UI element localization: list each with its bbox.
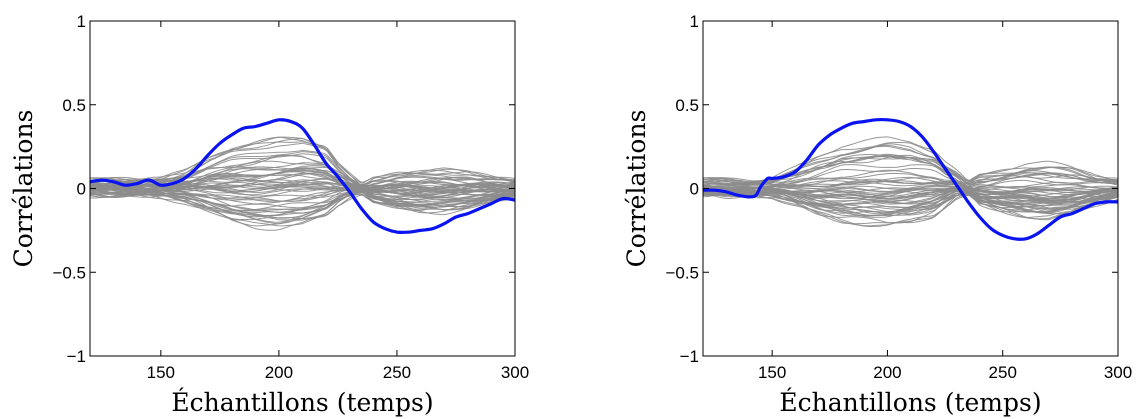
x-axis-label: Échantillons (temps) bbox=[779, 388, 1041, 417]
background-series-line bbox=[90, 166, 515, 189]
y-axis-label: Corrélations bbox=[622, 110, 651, 268]
x-tick-label: 250 bbox=[989, 363, 1017, 382]
background-series-line bbox=[90, 136, 515, 184]
background-series-line bbox=[90, 190, 515, 213]
background-series-line bbox=[703, 189, 1118, 210]
background-series-line bbox=[90, 191, 515, 231]
background-series-line bbox=[703, 189, 1118, 215]
background-series-line bbox=[703, 180, 1118, 193]
x-tick-label: 200 bbox=[265, 363, 293, 382]
background-series-line bbox=[703, 191, 1118, 225]
x-tick-label: 300 bbox=[1104, 363, 1132, 382]
background-series-line bbox=[90, 190, 515, 218]
y-tick-label: 0 bbox=[690, 180, 699, 199]
highlight-series-line bbox=[703, 117, 1118, 241]
background-series-group bbox=[703, 136, 1118, 227]
chart-left: 150 200 250 300 1 0.5 0 −0.5 −1 Échantillons (tem… bbox=[9, 12, 529, 417]
y-tick-label: −1 bbox=[680, 347, 699, 366]
background-series-line bbox=[703, 193, 1118, 227]
highlight-series-line bbox=[90, 118, 515, 234]
y-tick-label: −0.5 bbox=[52, 263, 86, 282]
background-series-line bbox=[703, 191, 1118, 218]
y-tick-label: 0.5 bbox=[675, 96, 699, 115]
y-tick-label: 1 bbox=[77, 12, 86, 31]
y-tick-label: 0 bbox=[77, 180, 86, 199]
background-series-line bbox=[703, 168, 1118, 190]
background-series-line bbox=[90, 165, 515, 190]
y-tick-label: 0.5 bbox=[62, 96, 86, 115]
y-tick-label: −0.5 bbox=[665, 263, 699, 282]
x-tick-label: 300 bbox=[501, 363, 529, 382]
x-axis-label: Échantillons (temps) bbox=[171, 388, 433, 417]
chart-right: 150 200 250 300 1 0.5 0 −0.5 −1 Échantillons (tem… bbox=[622, 12, 1132, 417]
background-series-line bbox=[703, 185, 1118, 197]
x-tick-label: 250 bbox=[383, 363, 411, 382]
x-tick-label: 200 bbox=[873, 363, 901, 382]
background-series-line bbox=[90, 172, 515, 192]
background-series-line bbox=[703, 189, 1118, 215]
background-series-line bbox=[703, 180, 1118, 193]
background-series-line bbox=[90, 190, 515, 217]
background-series-line bbox=[90, 141, 515, 187]
background-series-line bbox=[90, 189, 515, 205]
y-axis-label: Corrélations bbox=[9, 110, 38, 268]
y-tick-label: −1 bbox=[67, 347, 86, 366]
x-tick-label: 150 bbox=[147, 363, 175, 382]
background-series-line bbox=[703, 188, 1118, 202]
background-series-line bbox=[703, 144, 1118, 185]
x-tick-label: 150 bbox=[758, 363, 786, 382]
background-series-line bbox=[90, 136, 515, 184]
y-tick-label: 1 bbox=[690, 12, 699, 31]
